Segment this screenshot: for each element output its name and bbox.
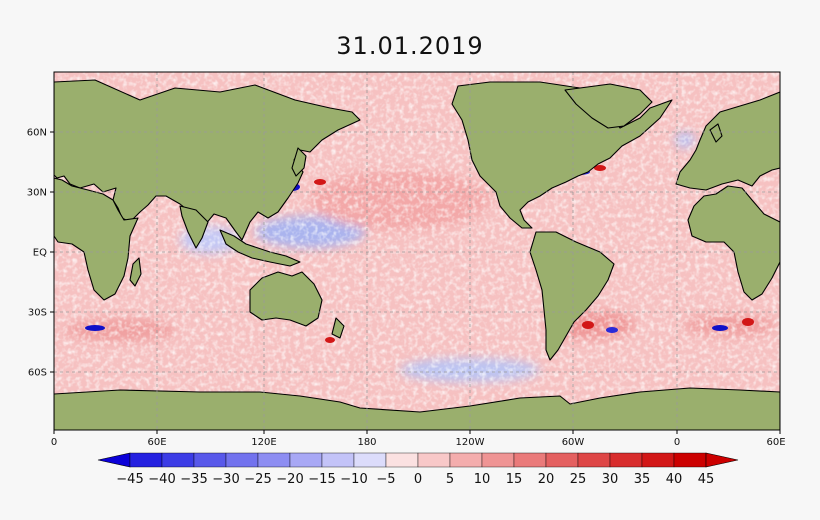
land-masses [54,79,780,430]
colorbar-segment [577,452,611,468]
colorbar-label: −10 [340,472,367,487]
colorbar-label: −40 [148,472,175,487]
colorbar-arrow-low [97,452,131,468]
colorbar-segment [289,452,323,468]
lat-ticks [50,131,54,373]
land-africa [54,177,139,301]
land-madagascar [129,257,142,287]
colorbar-segment [257,452,291,468]
colorbar-label: 5 [446,472,454,487]
land-india [179,205,209,249]
colorbar-segment [449,452,483,468]
colorbar-label: 15 [506,472,523,487]
colorbar-label: 35 [634,472,651,487]
lon-label: 0 [674,437,680,448]
colorbar-segment [225,452,259,468]
colorbar-label: 0 [414,472,422,487]
colorbar-label: −25 [244,472,271,487]
lat-label: 60N [27,128,47,139]
lon-label: 60W [562,437,585,448]
colorbar-segment [161,452,195,468]
colorbar-segment [609,452,643,468]
colorbar-label: 45 [698,472,715,487]
lon-label: 120E [251,437,276,448]
lon-label: 60E [147,437,166,448]
spot [314,179,326,185]
land-africa-europe-asia [54,79,361,241]
colorbar-label: 20 [538,472,555,487]
colorbar-label: 40 [666,472,683,487]
lat-label: EQ [33,248,47,259]
colorbar-label: −15 [308,472,335,487]
land-uk [709,123,723,143]
lon-label: 60E [766,437,785,448]
map-frame [53,71,781,431]
land-indonesia [219,229,301,267]
spot [325,337,335,343]
colorbar-segment [673,452,707,468]
colorbar-segment [193,452,227,468]
lon-label: 0 [51,437,57,448]
spot [594,165,606,171]
land-greenland [564,83,653,129]
colorbar-label: −30 [212,472,239,487]
colorbar-label: 10 [474,472,491,487]
land-japan [291,147,307,177]
spot [606,327,618,333]
graticule [54,72,780,430]
spot [582,321,594,329]
colorbar-segment [321,452,355,468]
colorbar-segment [513,452,547,468]
land-eurasia-east [675,91,780,191]
colorbar-segment [545,452,579,468]
colorbar-label: 30 [602,472,619,487]
colorbar-segment [417,452,451,468]
lat-label: 60S [28,368,47,379]
colorbar-label: −5 [376,472,395,487]
lon-label: 180 [357,437,376,448]
colorbar-label: −35 [180,472,207,487]
colorbar-segment [129,452,163,468]
colorbar-label: −45 [116,472,143,487]
spot [712,325,728,331]
map-title: 31.01.2019 [336,32,484,60]
land-africa-east [687,185,780,301]
spot [85,325,105,331]
spot [742,318,754,326]
colorbar-segment [481,452,515,468]
land-new-zealand [331,317,345,339]
colorbar-arrow-high [705,452,739,468]
colorbar-label: 25 [570,472,587,487]
land-antarctica [54,387,780,430]
colorbar-segment [353,452,387,468]
lon-label: 120W [456,437,485,448]
colorbar-label: −20 [276,472,303,487]
colorbar: −45 −40 −35 −30 −25 −20 −15 −10 −5 0 5 10 15 20 25 30 35… [97,452,739,487]
colorbar-segment [385,452,419,468]
lat-label: 30S [28,308,47,319]
colorbar-segment [641,452,675,468]
lat-label: 30N [27,188,47,199]
lon-ticks [53,430,781,434]
